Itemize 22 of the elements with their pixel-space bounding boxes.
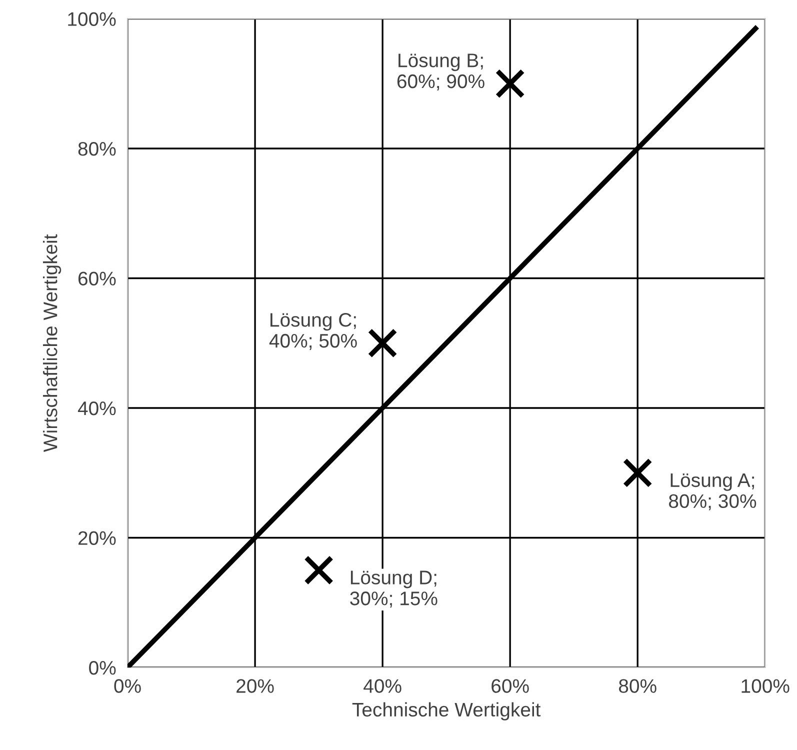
point: [622, 458, 652, 488]
annotation: Lösung A; 80%; 30%: [669, 474, 756, 510]
annotation: Lösung D; 30%; 15%: [350, 570, 438, 608]
point: [368, 328, 398, 358]
x-tick-label: 40%: [364, 679, 402, 693]
x-tick-label: 60%: [492, 679, 529, 693]
point: [304, 555, 334, 586]
x-tick-label: 80%: [618, 679, 656, 693]
x-axis-title: Technische Wertigkeit: [352, 702, 541, 720]
y-tick-label: 60%: [78, 272, 116, 286]
point: [495, 68, 525, 98]
x-tick-label: 0%: [114, 679, 141, 693]
y-tick-label: 100%: [68, 12, 116, 26]
annotation: Lösung C; 40%; 50%: [269, 312, 357, 350]
x-tick-label: 20%: [236, 679, 274, 693]
y-tick-label: 20%: [78, 531, 116, 545]
y-tick-label: 40%: [78, 401, 116, 416]
annotation: Lösung B; 60%; 90%: [397, 54, 484, 90]
y-axis-title: Wirtschaftliche Wertigkeit: [43, 234, 62, 452]
x-tick-label: 100%: [742, 679, 790, 693]
y-tick-label: 80%: [78, 142, 116, 156]
y-tick-label: 0%: [89, 660, 116, 675]
